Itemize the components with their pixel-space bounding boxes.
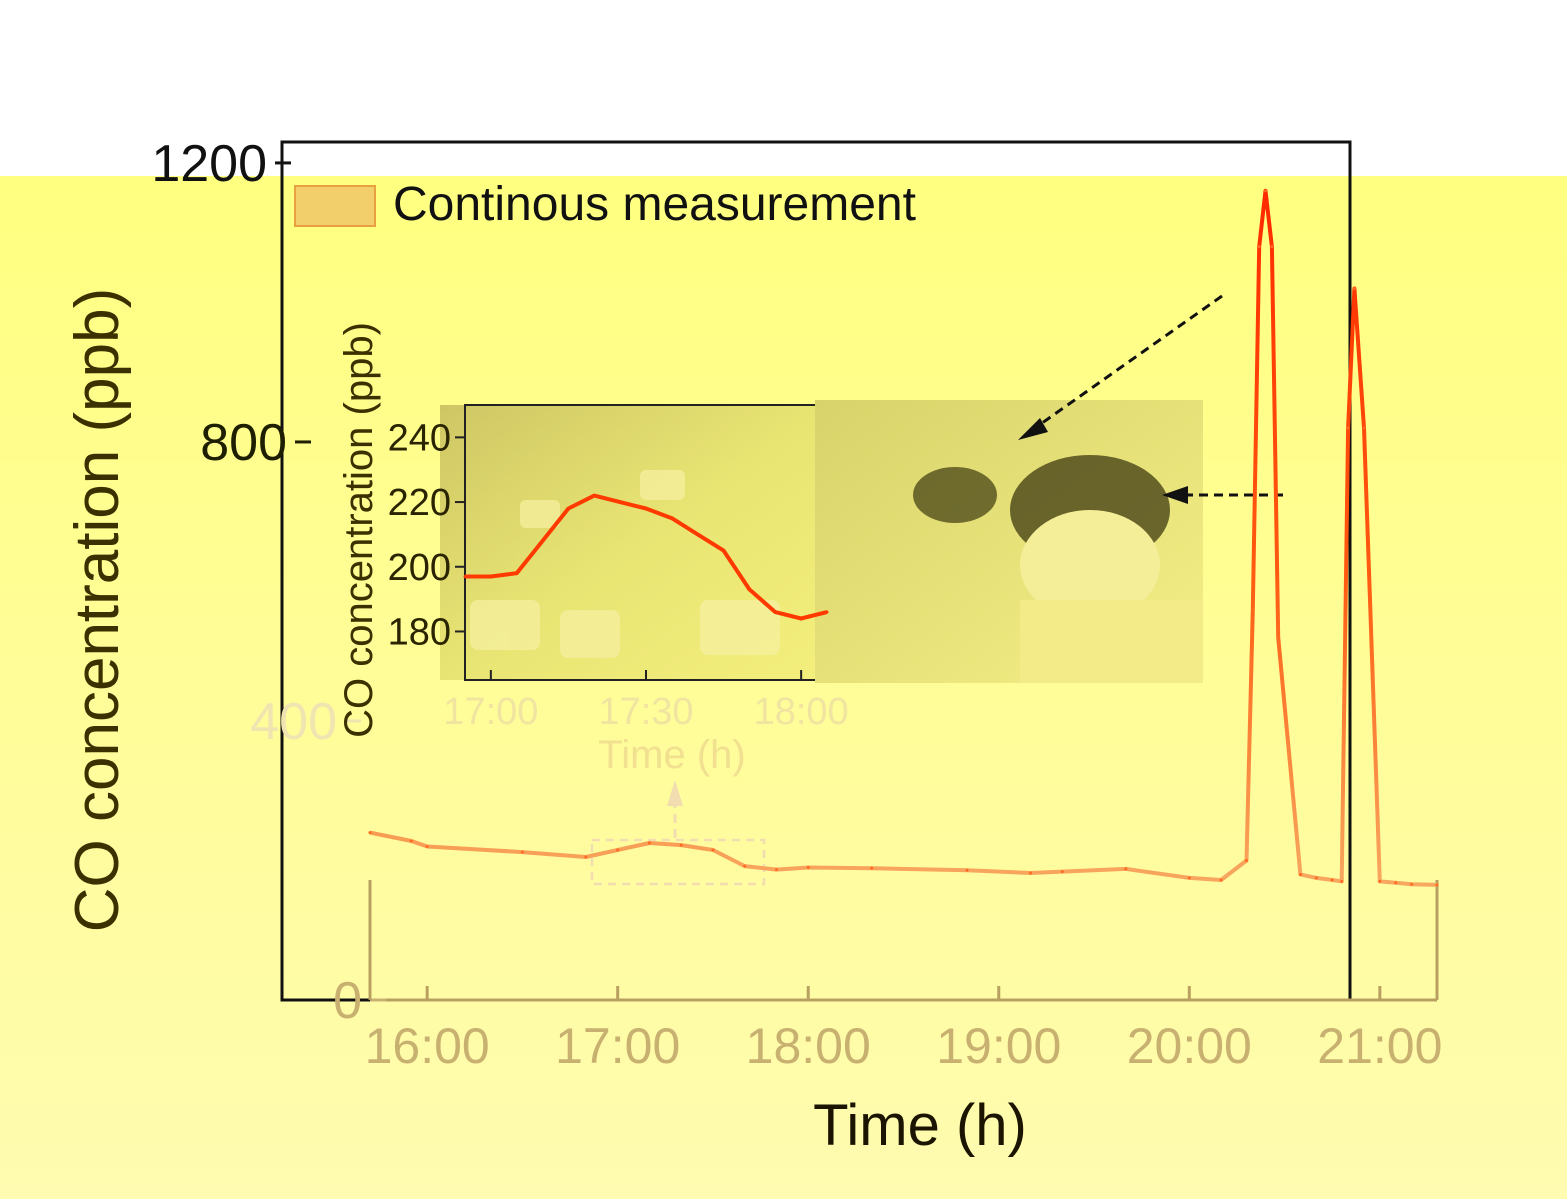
inset-data-point (825, 610, 829, 614)
breath-photo-person-body (1020, 600, 1203, 683)
data-point (870, 866, 874, 870)
inset-data-point (696, 532, 700, 536)
data-point (743, 864, 747, 868)
data-point (584, 855, 588, 859)
data-point (1298, 872, 1302, 876)
inset-data-point (489, 574, 493, 578)
inset-x-axis-title: Time (h) (598, 733, 745, 777)
data-point (1352, 286, 1356, 290)
breath-photo (815, 400, 1203, 683)
data-point (425, 845, 429, 849)
data-point (1029, 871, 1033, 875)
breath-photo-person2-head (913, 467, 997, 523)
data-point (409, 839, 413, 843)
traffic-jam-photo-cars (470, 470, 780, 658)
data-point (1264, 189, 1268, 193)
data-point (1124, 867, 1128, 871)
inset-x-tick-label: 18:00 (754, 691, 849, 733)
inset-data-point (722, 549, 726, 553)
data-point (368, 831, 372, 835)
inset-y-tick-label: 240 (388, 417, 451, 459)
data-point (1219, 878, 1223, 882)
data-point (1330, 878, 1334, 882)
inset-data-point (747, 587, 751, 591)
inset-y-tick-label: 180 (388, 611, 451, 653)
arrows (673, 294, 1283, 838)
inset-y-tick-label: 220 (388, 482, 451, 524)
legend-label: Continous measurement (393, 178, 916, 231)
inset-data-point (773, 610, 777, 614)
x-tick-label: 21:00 (1317, 1018, 1442, 1074)
data-point (774, 868, 778, 872)
data-point (616, 848, 620, 852)
data-point (1251, 607, 1255, 611)
data-point (1257, 245, 1261, 249)
data-point (1435, 883, 1439, 887)
data-point (1276, 635, 1280, 639)
inset-data-point (670, 516, 674, 520)
inset-data-point (618, 500, 622, 504)
x-tick-label: 17:00 (555, 1018, 680, 1074)
data-point (679, 843, 683, 847)
traffic-jam-highlight-box (590, 838, 766, 886)
inset-data-point (644, 507, 648, 511)
y-tick-label: 800 (200, 414, 287, 472)
inset-data-point (515, 571, 519, 575)
inset-y-axis-title: CO concentration (ppb) (337, 322, 381, 738)
data-point (1244, 858, 1248, 862)
inset-data-point (566, 507, 570, 511)
data-point (1362, 426, 1366, 430)
data-point (1346, 426, 1350, 430)
inset-y-tick-label: 200 (388, 547, 451, 589)
traffic-jam-inset: 17:00 17:30 18:00 180 200 220 240 CO concentra… (337, 322, 849, 777)
data-point (1187, 876, 1191, 880)
data-point (1410, 882, 1414, 886)
inset-series (463, 493, 829, 621)
data-point (1394, 881, 1398, 885)
x-tick-label: 18:00 (746, 1018, 871, 1074)
x-axis-title: Time (h) (813, 1093, 1027, 1158)
traffic-arrow-head (667, 780, 683, 806)
breath-arrow-1 (1034, 294, 1223, 430)
inset-data-point (592, 494, 596, 498)
y-tick-label: 0 (333, 972, 362, 1030)
y-tick-label: 400 (250, 693, 337, 751)
y-tick-label: 1200 (151, 135, 267, 193)
inset-data-point (463, 574, 467, 578)
main-series (368, 188, 1439, 887)
main-axis-ticks: 16:00 17:00 18:00 19:00 20:00 21:00 0 400 800 120… (151, 135, 1442, 1074)
inset-axis-ticks: 17:00 17:30 18:00 180 200 220 240 (388, 417, 849, 733)
y-axis-title: CO concentration (ppb) (63, 288, 132, 932)
inset-x-tick-label: 17:00 (443, 691, 538, 733)
inset-x-tick-label: 17:30 (598, 691, 693, 733)
legend-swatch (294, 185, 376, 227)
data-point (520, 850, 524, 854)
data-point (1060, 870, 1064, 874)
breath-photo-person-face (1020, 510, 1160, 620)
breath-arrow-1-head (1018, 418, 1048, 440)
inset-data-point (541, 539, 545, 543)
breath-arrow-2-head (1162, 486, 1188, 504)
x-tick-label: 19:00 (936, 1018, 1061, 1074)
data-point (711, 848, 715, 852)
data-point (806, 865, 810, 869)
inset-data-point (799, 617, 803, 621)
data-point (965, 868, 969, 872)
data-point (1340, 879, 1344, 883)
x-tick-label: 16:00 (365, 1018, 490, 1074)
x-tick-label: 20:00 (1127, 1018, 1252, 1074)
figure-background (0, 176, 1567, 1199)
data-point (647, 841, 651, 845)
series-line-0 (369, 188, 1438, 887)
data-point (1270, 245, 1274, 249)
data-point (1314, 876, 1318, 880)
data-point (1378, 879, 1382, 883)
